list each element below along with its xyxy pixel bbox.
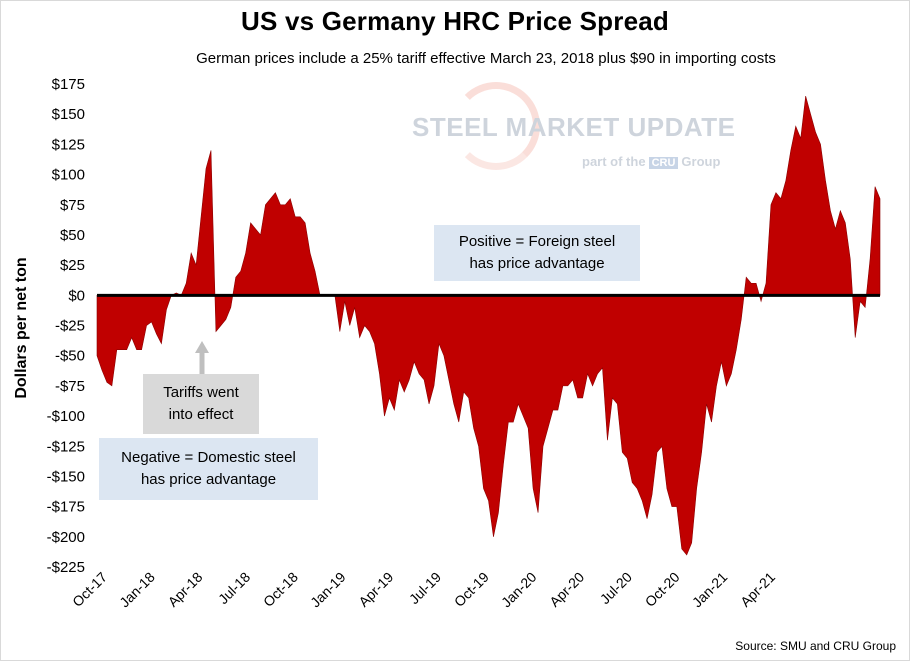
x-axis-ticks: Oct-17 Jan-18 Apr-18 Jul-18 Oct-18 Jan-19 Apr-… xyxy=(69,569,778,611)
x-tick-label: Oct-18 xyxy=(260,569,301,610)
negative-annotation: Negative = Domestic steel has price adva… xyxy=(99,438,318,500)
tariff-annotation-line2: into effect xyxy=(168,406,234,423)
x-tick-label: Jan-21 xyxy=(689,569,731,611)
spread-area-series xyxy=(96,96,881,556)
y-tick-label: $125 xyxy=(52,136,85,153)
watermark-arc-icon xyxy=(452,82,540,170)
watermark-part-of: part of the xyxy=(582,154,646,169)
x-tick-label: Apr-18 xyxy=(165,569,206,610)
watermark-subline: part of the CRU Group xyxy=(582,154,720,169)
y-tick-label: -$150 xyxy=(47,468,85,485)
y-tick-label: -$25 xyxy=(55,318,85,335)
y-axis-label: Dollars per net ton xyxy=(13,257,30,399)
chart-subtitle: German prices include a 25% tariff effec… xyxy=(196,50,776,67)
positive-annotation-line1: Positive = Foreign steel xyxy=(458,233,616,250)
y-tick-label: $75 xyxy=(60,197,85,214)
x-tick-label: Apr-21 xyxy=(737,569,778,610)
y-tick-label: -$175 xyxy=(47,499,85,516)
y-tick-label: -$100 xyxy=(47,408,85,425)
y-tick-label: -$75 xyxy=(55,378,85,395)
y-axis-ticks: $175 $150 $125 $100 $75 $50 $25 $0 -$25 -$50 -$75 -… xyxy=(47,76,85,576)
y-tick-label: $150 xyxy=(52,106,85,123)
positive-annotation-line2: has price advantage xyxy=(469,255,605,272)
y-tick-label: -$225 xyxy=(47,559,85,576)
spread-area xyxy=(96,96,881,556)
watermark-logo: STEEL MARKET UPDATE part of the CRU Group xyxy=(412,82,752,172)
y-tick-label: -$125 xyxy=(47,438,85,455)
x-tick-label: Jul-18 xyxy=(215,569,253,607)
axes xyxy=(97,293,880,374)
x-tick-label: Apr-20 xyxy=(546,569,587,610)
x-tick-label: Oct-20 xyxy=(642,569,683,610)
x-tick-label: Jan-18 xyxy=(116,569,158,611)
x-tick-label: Jul-20 xyxy=(597,569,635,607)
x-tick-label: Apr-19 xyxy=(355,569,396,610)
watermark-group: Group xyxy=(681,154,721,169)
chart-title: US vs Germany HRC Price Spread xyxy=(241,6,669,36)
x-tick-label: Jan-19 xyxy=(307,569,349,611)
y-tick-label: -$200 xyxy=(47,529,85,546)
x-tick-label: Jul-19 xyxy=(406,569,444,607)
source-note: Source: SMU and CRU Group xyxy=(735,639,896,653)
y-tick-label: $0 xyxy=(68,287,85,304)
positive-annotation: Positive = Foreign steel has price advan… xyxy=(434,225,640,281)
y-tick-label: -$50 xyxy=(55,348,85,365)
tariff-annotation: Tariffs went into effect xyxy=(143,374,259,434)
negative-annotation-line1: Negative = Domestic steel xyxy=(121,449,296,466)
negative-annotation-line2: has price advantage xyxy=(140,471,277,488)
y-tick-label: $25 xyxy=(60,257,85,274)
tariff-annotation-line1: Tariffs went xyxy=(163,384,239,401)
y-tick-label: $50 xyxy=(60,227,85,244)
x-tick-label: Jan-20 xyxy=(498,569,540,611)
watermark-brand: STEEL MARKET UPDATE xyxy=(412,112,736,142)
y-tick-label: $100 xyxy=(52,167,85,184)
watermark-cru-badge: CRU xyxy=(648,157,679,169)
x-tick-label: Oct-19 xyxy=(451,569,492,610)
y-tick-label: $175 xyxy=(52,76,85,93)
tariff-arrow-head xyxy=(195,341,209,353)
